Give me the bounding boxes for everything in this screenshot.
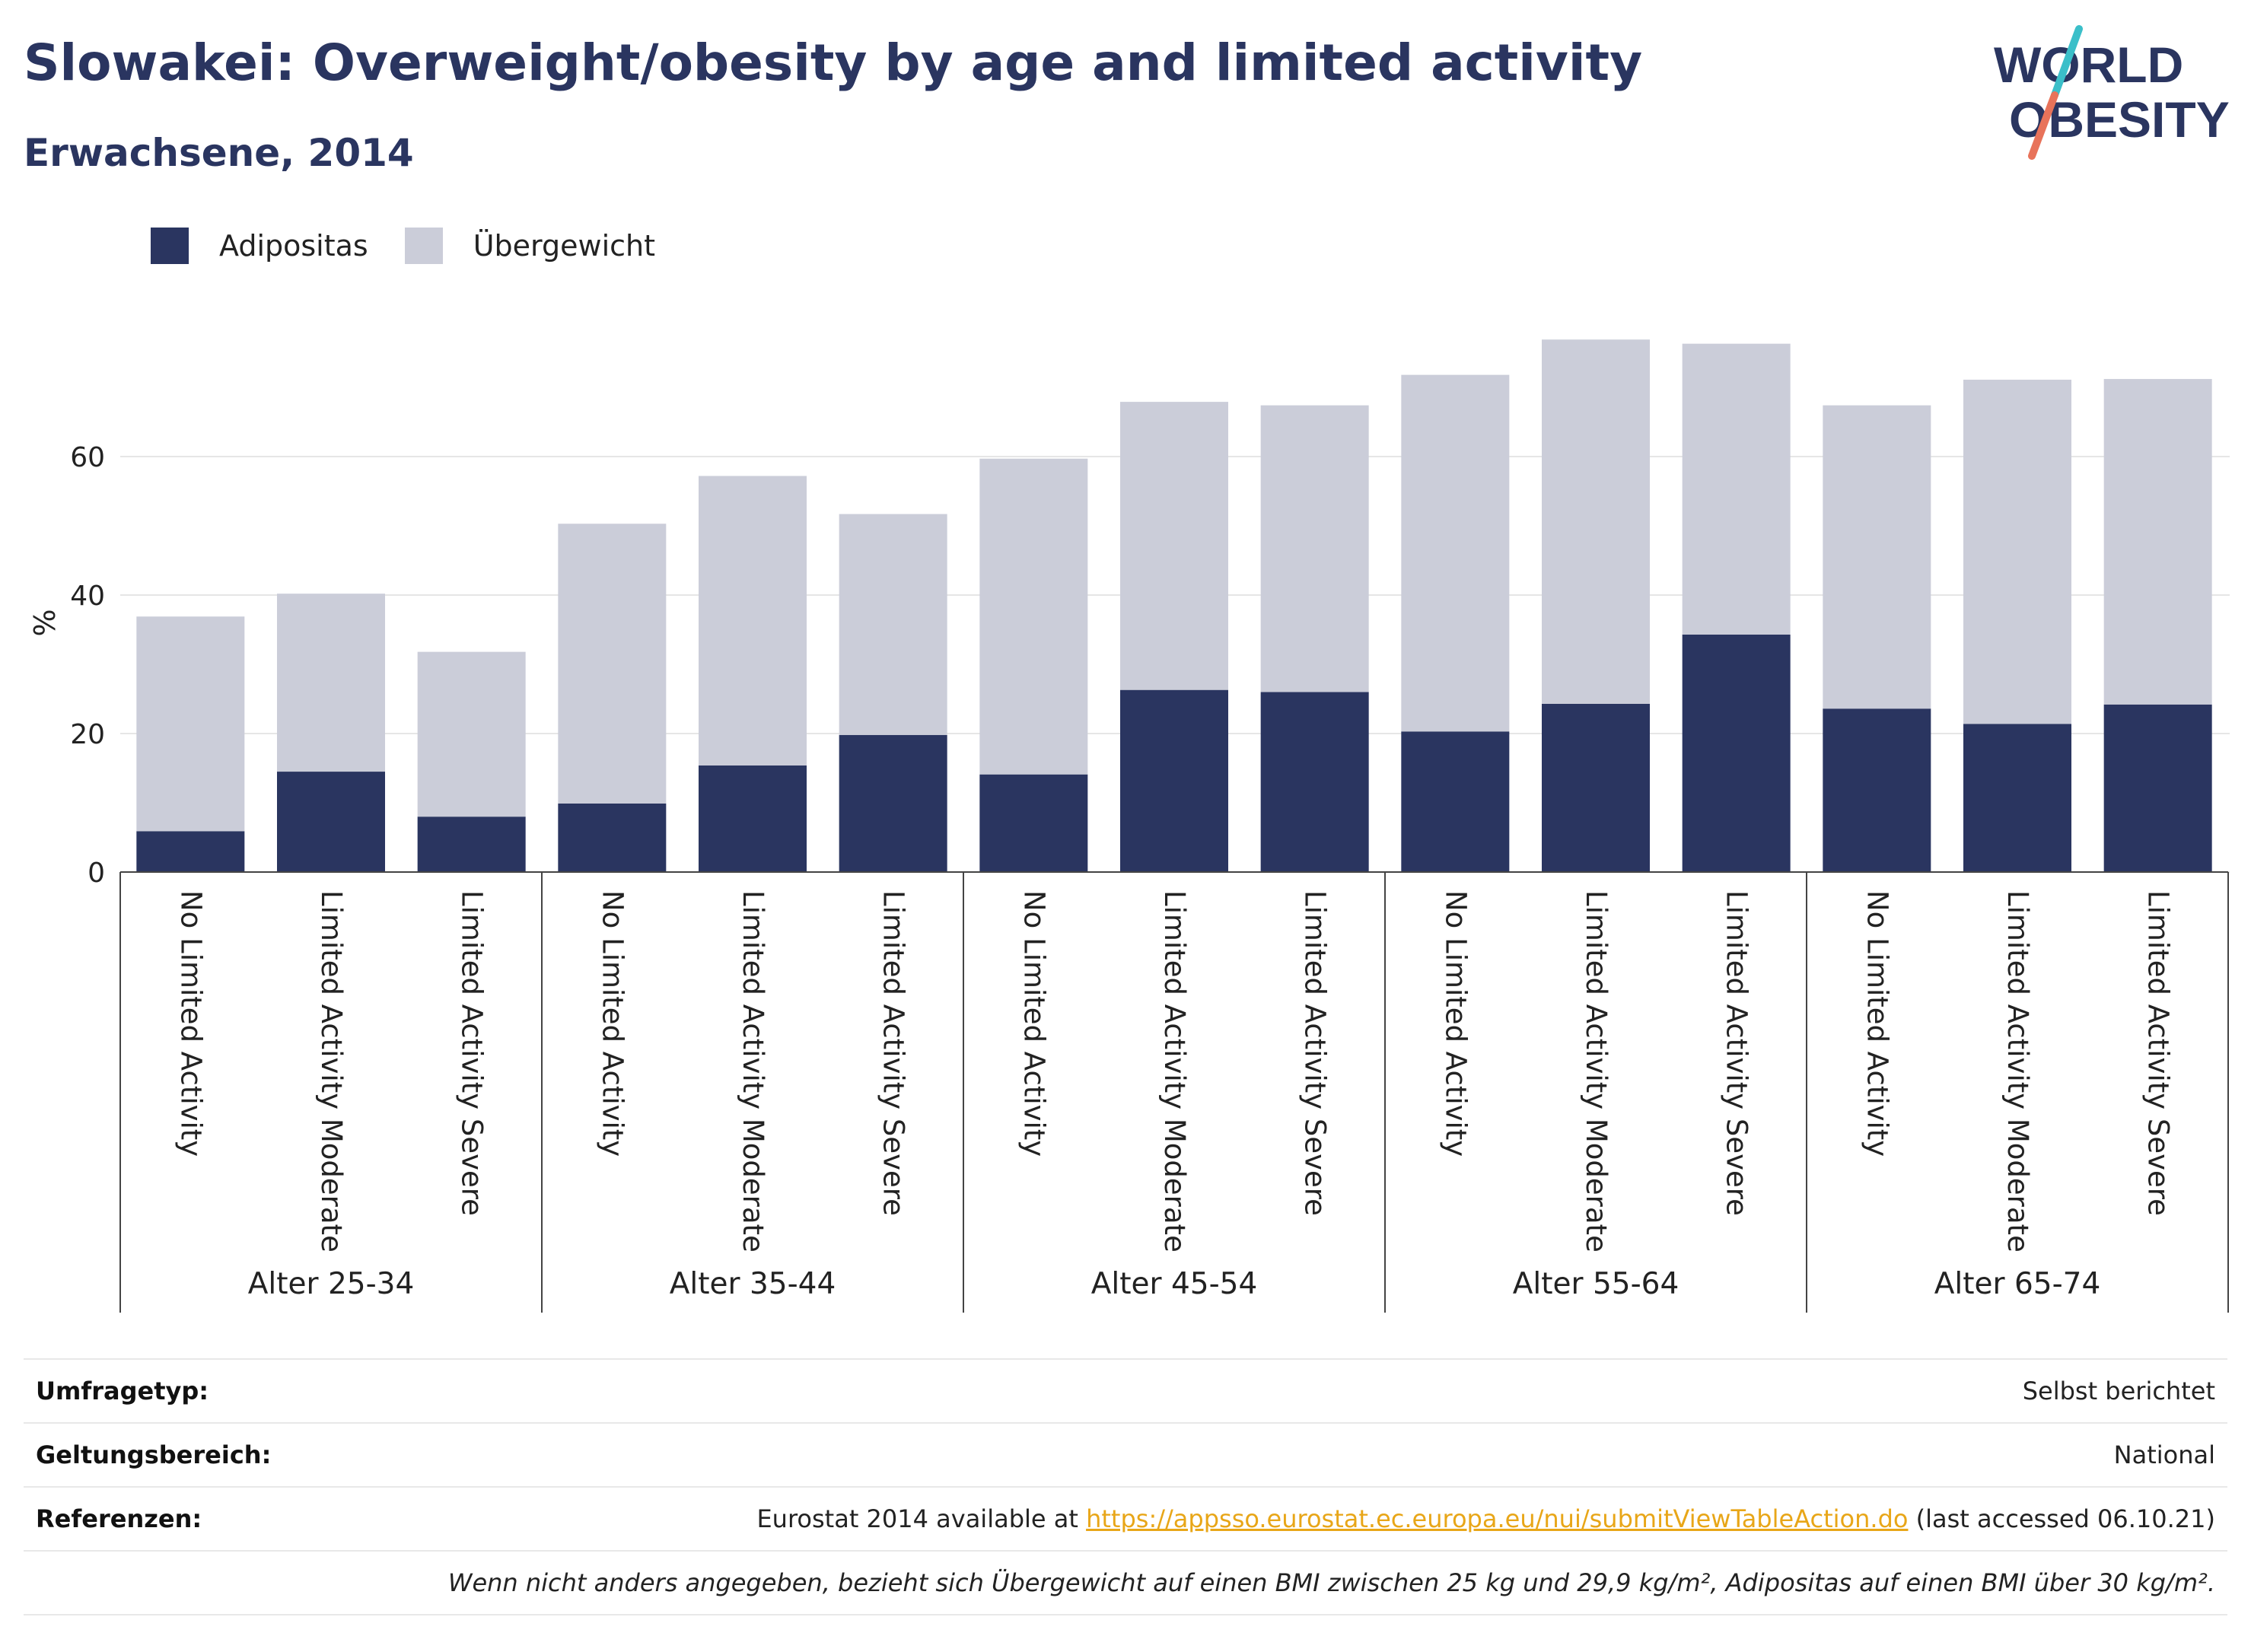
definition-note: Wenn nicht anders angegeben, bezieht sic… [447,1568,2215,1597]
info-row-scope: Geltungsbereich: National [24,1422,2227,1486]
bar-uebergewicht-8 [1260,405,1369,692]
bar-adipositas-10 [1542,703,1650,872]
info-row-survey-type: Umfragetyp: Selbst berichtet [24,1358,2227,1422]
x-category-label-14: Limited Activity Severe [2142,890,2175,1216]
x-group-label-0: Alter 25-34 [248,1267,415,1301]
x-category-label-6: No Limited Activity [1017,890,1050,1157]
bar-adipositas-6 [979,774,1088,872]
x-category-label-4: Limited Activity Moderate [737,890,769,1253]
chart-subtitle: Erwachsene, 2014 [24,131,414,175]
references-value: Eurostat 2014 available at https://appss… [756,1504,2215,1533]
world-obesity-logo: WORLD OBESITY [1994,25,2230,160]
chart-title: Slowakei: Overweight/obesity by age and … [24,33,1643,92]
x-category-label-7: Limited Activity Moderate [1158,890,1191,1253]
x-category-label-8: Limited Activity Severe [1299,890,1332,1216]
legend-swatch-uebergewicht [404,228,443,264]
bar-uebergewicht-9 [1401,374,1510,732]
x-group-label-1: Alter 35-44 [670,1267,836,1301]
bar-uebergewicht-3 [558,524,667,804]
references-prefix: Eurostat 2014 available at [756,1504,1087,1533]
x-category-label-13: Limited Activity Moderate [2001,890,2034,1253]
y-tick-label-0: 0 [88,858,105,889]
legend-swatch-adipositas [151,228,189,264]
bar-adipositas-1 [277,772,385,872]
bar-uebergewicht-6 [979,458,1088,775]
chart-legend: Adipositas Übergewicht [151,224,692,267]
scope-label: Geltungsbereich: [36,1440,272,1469]
legend-item-adipositas[interactable]: Adipositas [151,228,368,264]
bar-uebergewicht-11 [1682,343,1791,635]
stacked-bar-chart: 0 20 40 60% No Limited Activity Limited Activ… [28,339,2230,1313]
bar-adipositas-0 [136,831,245,872]
x-category-label-12: No Limited Activity [1861,890,1893,1157]
y-tick-label-20: 20 [70,719,105,750]
x-group-label-4: Alter 65-74 [1934,1267,2101,1301]
references-link[interactable]: https://appsso.eurostat.ec.europa.eu/nui… [1086,1504,1909,1533]
bar-uebergewicht-2 [417,651,526,817]
bar-uebergewicht-14 [2103,379,2212,705]
survey-type-label: Umfragetyp: [36,1377,209,1405]
bar-adipositas-4 [699,765,807,872]
x-group-label-2: Alter 45-54 [1091,1267,1258,1301]
bar-uebergewicht-13 [1963,379,2071,724]
bar-uebergewicht-12 [1823,405,1931,709]
bar-adipositas-5 [839,734,947,872]
x-category-label-11: Limited Activity Severe [1721,890,1753,1216]
x-category-label-10: Limited Activity Moderate [1580,890,1613,1253]
bar-adipositas-12 [1823,708,1931,872]
survey-type-value: Selbst berichtet [2022,1377,2215,1405]
bar-adipositas-13 [1963,724,2071,872]
bar-adipositas-8 [1260,692,1369,872]
bar-uebergewicht-1 [277,594,385,772]
logo-slash-top [2051,25,2083,99]
bar-adipositas-9 [1401,731,1510,872]
legend-label-adipositas: Adipositas [219,229,368,263]
x-category-label-5: Limited Activity Severe [877,890,910,1216]
x-category-label-1: Limited Activity Moderate [315,890,348,1253]
bar-adipositas-7 [1120,689,1228,872]
legend-item-uebergewicht[interactable]: Übergewicht [404,228,655,264]
y-tick-label-60: 60 [70,442,105,473]
y-axis-label: % [28,609,62,636]
bar-adipositas-2 [417,816,526,872]
legend-label-uebergewicht: Übergewicht [473,229,655,263]
bar-uebergewicht-10 [1542,339,1650,704]
info-row-note: Wenn nicht anders angegeben, bezieht sic… [24,1550,2227,1615]
logo-slash-bottom [2028,91,2058,160]
scope-value: National [2113,1440,2215,1469]
references-suffix: (last accessed 06.10.21) [1908,1504,2215,1533]
bar-uebergewicht-4 [699,476,807,766]
bar-uebergewicht-5 [839,514,947,735]
x-category-label-0: No Limited Activity [174,890,207,1157]
x-category-label-2: Limited Activity Severe [456,890,489,1216]
bar-uebergewicht-0 [136,616,245,832]
info-table: Umfragetyp: Selbst berichtet Geltungsber… [24,1358,2227,1615]
y-tick-label-40: 40 [70,581,105,612]
x-category-label-3: No Limited Activity [596,890,629,1157]
x-category-label-9: No Limited Activity [1439,890,1472,1157]
bar-adipositas-14 [2103,704,2212,872]
logo-line-1: WORLD [1994,37,2183,93]
bar-adipositas-3 [558,803,667,872]
x-group-label-3: Alter 55-64 [1513,1267,1679,1301]
bar-adipositas-11 [1682,634,1791,872]
references-label: Referenzen: [36,1504,202,1533]
info-row-references: Referenzen: Eurostat 2014 available at h… [24,1486,2227,1550]
bar-uebergewicht-7 [1120,402,1228,690]
